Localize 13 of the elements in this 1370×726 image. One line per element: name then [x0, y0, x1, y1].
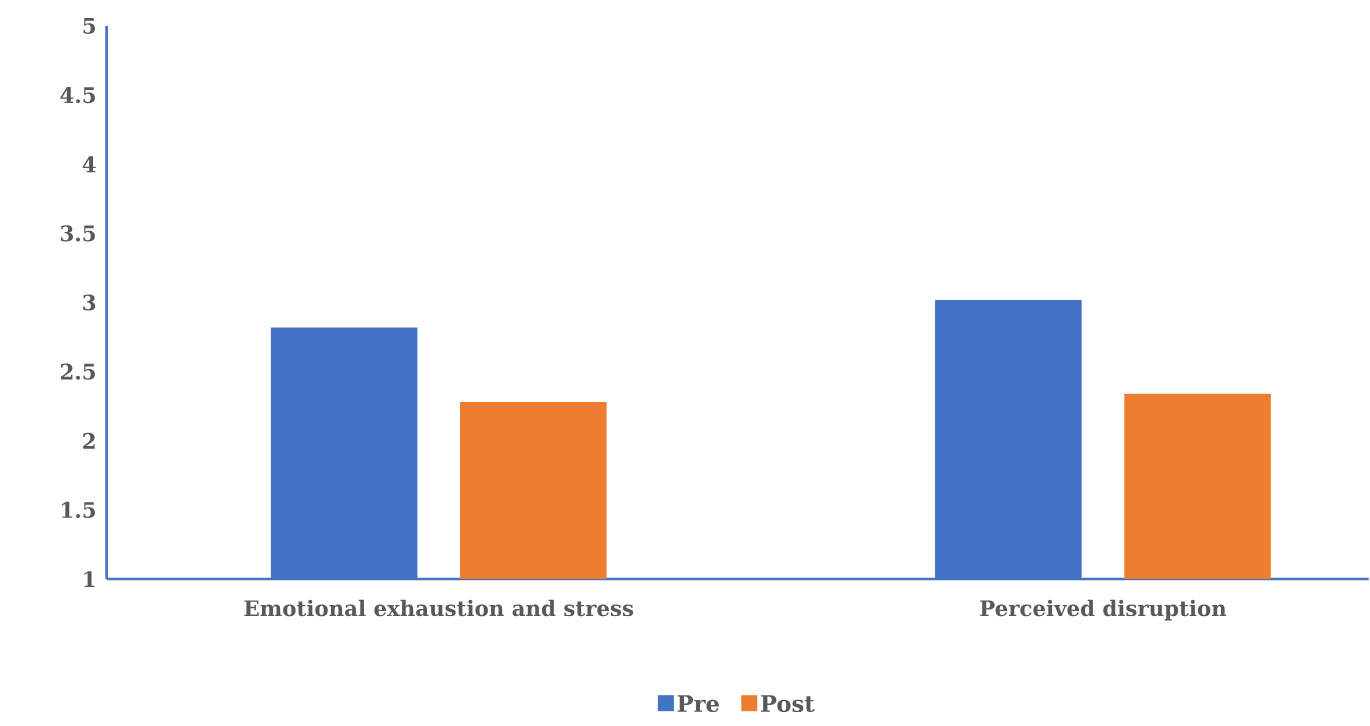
y-tick-label: 2.5 [60, 363, 95, 380]
y-tick-label: 3.5 [60, 225, 95, 242]
y-tick-label: 4.5 [60, 87, 95, 104]
y-tick-label: 4 [82, 156, 96, 173]
y-tick-label: 5 [83, 18, 95, 35]
y-tick-label: 3 [83, 294, 96, 311]
x-tick-label: Emotional exhaustion and stress [244, 599, 634, 617]
y-tick-label: 1 [84, 571, 95, 588]
x-tick-label: Perceived disruption [980, 599, 1227, 621]
y-tick-label: 2 [83, 433, 95, 449]
legend-label: Post [761, 695, 815, 713]
y-tick-label: 1.5 [62, 502, 95, 519]
legend-label: Pre [677, 695, 719, 713]
